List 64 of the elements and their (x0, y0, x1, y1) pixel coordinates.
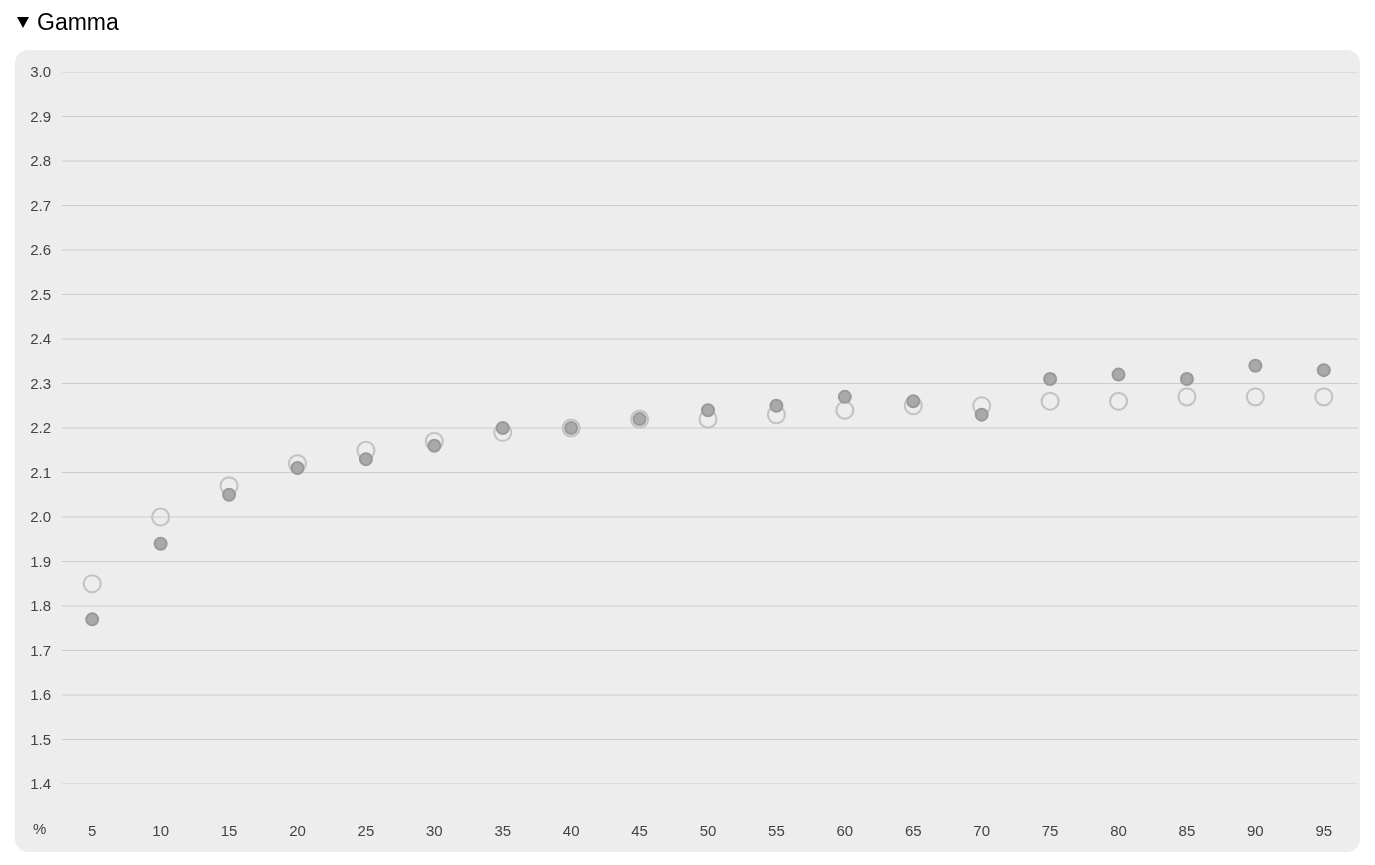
y-tick-label: 1.4 (30, 775, 51, 793)
x-tick-label: 70 (973, 822, 991, 839)
x-tick-label: 60 (836, 822, 854, 839)
y-tick-label: 1.7 (30, 641, 51, 659)
y-tick-label: 2.7 (30, 196, 51, 214)
y-tick-label: 2.5 (30, 285, 51, 303)
point (1314, 387, 1334, 407)
x-tick-label: 80 (1110, 822, 1127, 839)
y-tick-label: 2.4 (30, 330, 51, 348)
point (153, 536, 168, 551)
point (835, 400, 855, 420)
point (1111, 367, 1126, 382)
point (1177, 387, 1197, 407)
y-tick-label: 2.9 (30, 107, 51, 125)
x-tick-label: 20 (289, 822, 306, 839)
y-tick-label: 2.8 (30, 152, 51, 170)
point (766, 405, 787, 425)
x-tick-label: 55 (768, 822, 785, 839)
point (1248, 358, 1263, 373)
x-tick-label: 95 (1315, 822, 1333, 839)
x-tick-label: 30 (425, 822, 443, 839)
y-tick-label: 1.6 (30, 686, 51, 704)
x-tick-label: 75 (1041, 822, 1059, 839)
x-tick-label: 45 (631, 822, 648, 839)
point (424, 431, 444, 451)
point (1043, 372, 1058, 387)
point (85, 612, 100, 627)
y-tick-label: 1.8 (30, 597, 51, 615)
point (837, 389, 852, 404)
y-tick-label: 2.3 (30, 374, 51, 392)
point (1108, 391, 1129, 411)
y-tick-label: 2.1 (30, 463, 51, 481)
point (769, 398, 784, 413)
x-tick-label: 5 (88, 822, 97, 839)
x-tick-label: 15 (220, 822, 238, 839)
chart-title: Gamma (37, 8, 119, 36)
point (356, 440, 376, 460)
point (1245, 387, 1265, 407)
point (1179, 372, 1194, 387)
point (290, 461, 305, 476)
x-tick-label: 40 (562, 822, 580, 839)
point (701, 403, 715, 418)
point (903, 396, 923, 416)
x-axis-title: % (33, 820, 47, 837)
y-tick-label: 1.5 (30, 730, 51, 748)
point (151, 507, 171, 527)
point (974, 407, 989, 422)
y-tick-label: 2.0 (30, 508, 51, 526)
x-tick-label: 10 (152, 822, 169, 839)
y-tick-label: 2.2 (30, 419, 51, 437)
x-tick-label: 90 (1247, 822, 1264, 839)
x-tick-label: 50 (699, 822, 717, 839)
x-tick-label: 85 (1178, 822, 1196, 839)
point (1040, 391, 1060, 411)
point (358, 452, 373, 467)
y-tick-label: 2.6 (30, 241, 51, 259)
x-tick-label: 25 (357, 822, 375, 839)
x-tick-label: 65 (904, 822, 922, 839)
x-tick-label: 35 (494, 822, 512, 839)
point (222, 487, 237, 502)
point (82, 574, 102, 594)
y-tick-label: 1.9 (30, 552, 51, 570)
y-tick-label: 3.0 (30, 63, 51, 81)
point (1316, 363, 1331, 378)
